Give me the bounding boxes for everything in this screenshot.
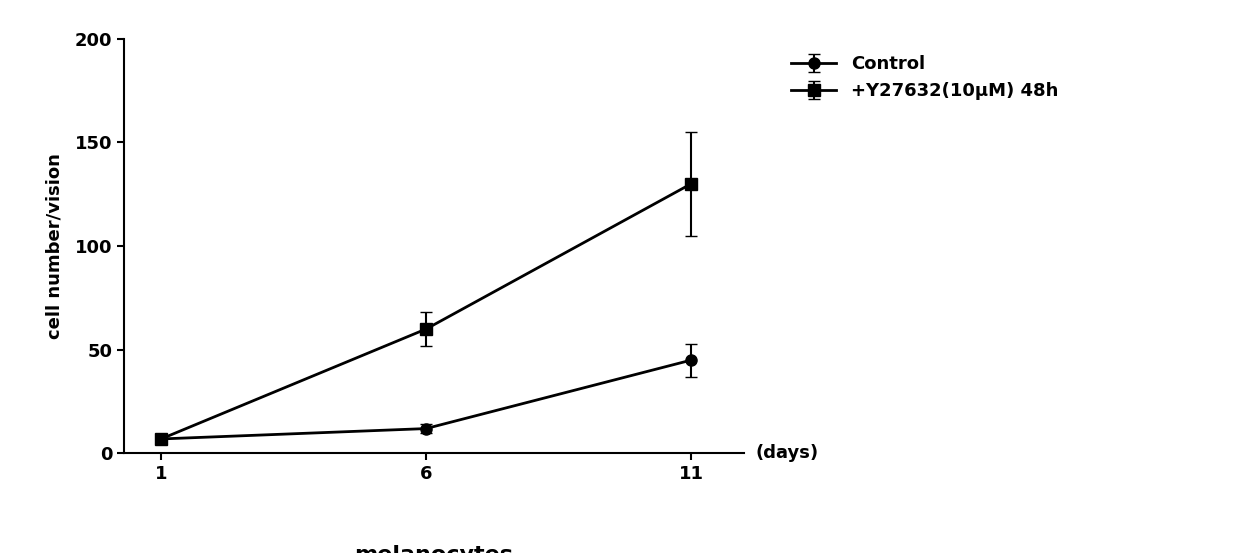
Text: melanocytes: melanocytes (355, 545, 513, 553)
Legend: Control, +Y27632(10μM) 48h: Control, +Y27632(10μM) 48h (784, 48, 1065, 107)
Text: (days): (days) (755, 445, 818, 462)
Y-axis label: cell number/vision: cell number/vision (46, 153, 63, 339)
